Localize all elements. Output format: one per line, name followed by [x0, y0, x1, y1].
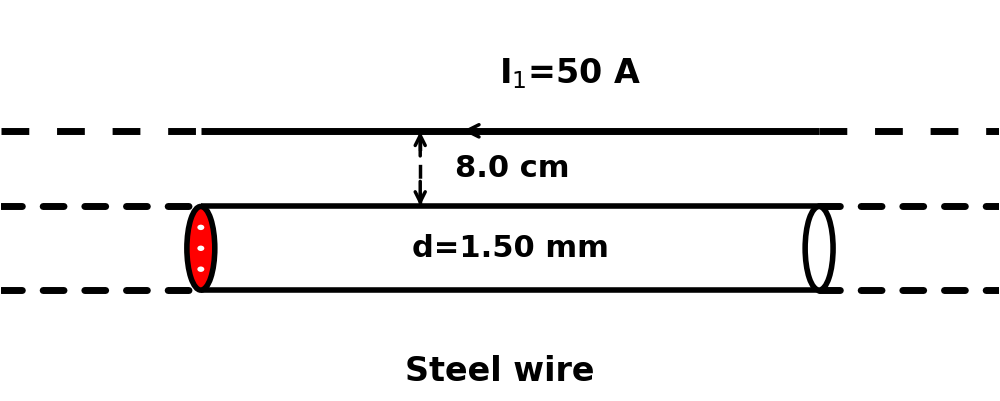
Ellipse shape — [197, 245, 204, 251]
Bar — [201, 207, 819, 290]
Text: 8.0 cm: 8.0 cm — [455, 154, 570, 183]
Ellipse shape — [197, 267, 204, 272]
Ellipse shape — [805, 207, 833, 290]
Text: Steel wire: Steel wire — [405, 354, 595, 388]
Text: d=1.50 mm: d=1.50 mm — [412, 234, 608, 263]
Text: I$_1$=50 A: I$_1$=50 A — [499, 56, 641, 91]
Ellipse shape — [197, 225, 204, 230]
Ellipse shape — [187, 207, 215, 290]
